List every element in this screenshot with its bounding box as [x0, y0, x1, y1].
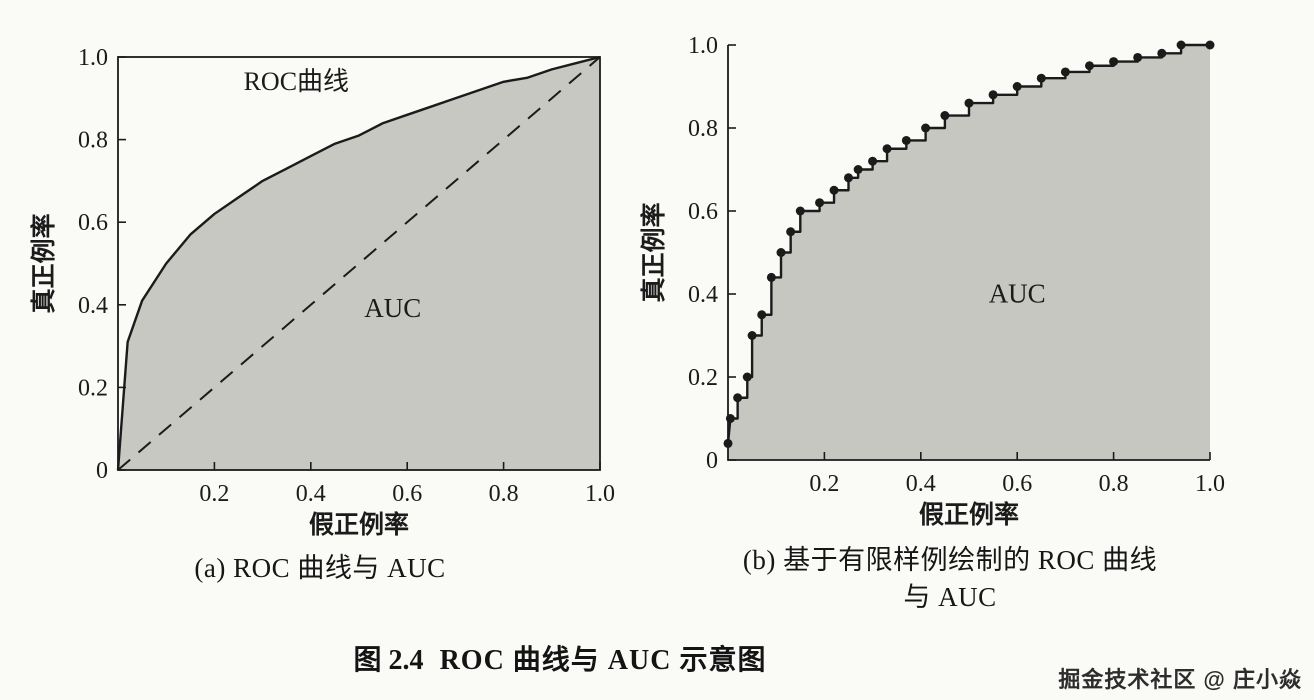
data-point	[742, 372, 752, 382]
data-point	[901, 135, 911, 145]
chart-b-caption-line2: 与 AUC	[903, 582, 997, 612]
data-point	[853, 165, 863, 174]
x-tick-label: 0.2	[809, 471, 839, 497]
y-tick-label: 0.4	[78, 293, 108, 319]
auc-area-label: AUC	[989, 278, 1046, 308]
x-axis-label: 假正例率	[919, 500, 1019, 529]
data-point	[757, 310, 767, 320]
data-point	[733, 393, 743, 403]
data-point	[1012, 82, 1022, 91]
y-tick-label: 1.0	[78, 45, 108, 71]
chart-b-caption-line1: (b) 基于有限样例绘制的 ROC 曲线	[742, 545, 1158, 575]
y-axis-label: 真正例率	[29, 213, 58, 313]
data-point	[988, 90, 998, 100]
chart-a-figure: 0.2 0.4 0.6 0.8 1.0 0 0.2 0.4 0.6 0.8 1.0 假正例率 真正例率 R…	[20, 10, 620, 555]
chart-b-caption: (b) 基于有限样例绘制的 ROC 曲线 与 AUC	[640, 542, 1260, 616]
data-point	[1205, 40, 1215, 50]
data-point	[829, 185, 839, 195]
x-tick-label: 0.6	[392, 481, 422, 507]
data-point	[964, 98, 974, 108]
roc-curve	[116, 55, 601, 471]
data-point	[1109, 57, 1119, 67]
figure-number: 图 2.4	[353, 645, 424, 676]
auc-area-label: AUC	[364, 293, 421, 323]
data-point	[815, 198, 825, 208]
diagonal-dashed-line	[117, 56, 601, 471]
y-tick-label: 0.2	[78, 375, 108, 401]
data-point	[766, 272, 776, 282]
x-tick-label: 0.4	[906, 471, 936, 497]
y-tick-label: 1.0	[688, 33, 718, 59]
data-point	[1157, 48, 1167, 58]
auc-area	[728, 45, 1210, 460]
data-point	[795, 206, 805, 216]
data-point	[747, 331, 757, 340]
figure-caption: 图 2.4 ROC 曲线与 AUC 示意图	[0, 638, 1120, 678]
data-point	[1133, 52, 1143, 62]
x-tick-label: 0.2	[199, 481, 229, 507]
y-tick-label: 0.8	[688, 116, 718, 142]
auc-area	[118, 57, 600, 470]
x-axis-label: 假正例率	[309, 510, 409, 539]
data-point	[1060, 67, 1070, 77]
chart-a-plot: 0.2 0.4 0.6 0.8 1.0 0 0.2 0.4 0.6 0.8 1.0 假正例率 真正例率 R…	[29, 45, 615, 539]
x-tick-label: 0.6	[1002, 471, 1032, 497]
chart-b-plot: 0.2 0.4 0.6 0.8 1.0 0 0.2 0.4 0.6 0.8 1.0 假正例率 真正例率 A…	[640, 33, 1225, 529]
y-tick-label: 0	[96, 458, 108, 484]
y-tick-label: 0.6	[688, 199, 718, 225]
data-point	[1176, 40, 1186, 50]
x-tick-label: 1.0	[1195, 471, 1225, 497]
plot-frame	[117, 56, 601, 471]
y-tick-label: 0.2	[688, 365, 718, 391]
data-point	[844, 173, 853, 183]
data-point	[940, 111, 950, 121]
y-tick-label: 0	[706, 448, 718, 474]
data-point	[921, 123, 931, 133]
y-tick-label: 0.8	[78, 128, 108, 154]
x-tick-label: 0.4	[296, 481, 326, 507]
y-axis-label: 真正例率	[640, 202, 668, 302]
chart-b-figure: 0.2 0.4 0.6 0.8 1.0 0 0.2 0.4 0.6 0.8 1.0 假正例率 真正例率 A…	[640, 0, 1260, 545]
x-tick-label: 0.8	[1099, 471, 1129, 497]
data-point	[1085, 61, 1094, 71]
data-point	[868, 156, 878, 166]
x-tick-label: 1.0	[585, 481, 615, 507]
data-point	[776, 248, 786, 257]
data-point	[786, 227, 796, 237]
figure-title: ROC 曲线与 AUC 示意图	[439, 645, 767, 676]
roc-curve-label: ROC曲线	[244, 67, 349, 96]
watermark: 掘金技术社区 @ 庄小焱	[1058, 667, 1302, 692]
data-point	[882, 144, 892, 154]
y-tick-label: 0.6	[78, 210, 108, 236]
data-point	[1036, 73, 1046, 83]
chart-a-caption: (a) ROC 曲线与 AUC	[194, 553, 446, 583]
y-tick-label: 0.4	[688, 282, 718, 308]
x-tick-label: 0.8	[489, 481, 519, 507]
